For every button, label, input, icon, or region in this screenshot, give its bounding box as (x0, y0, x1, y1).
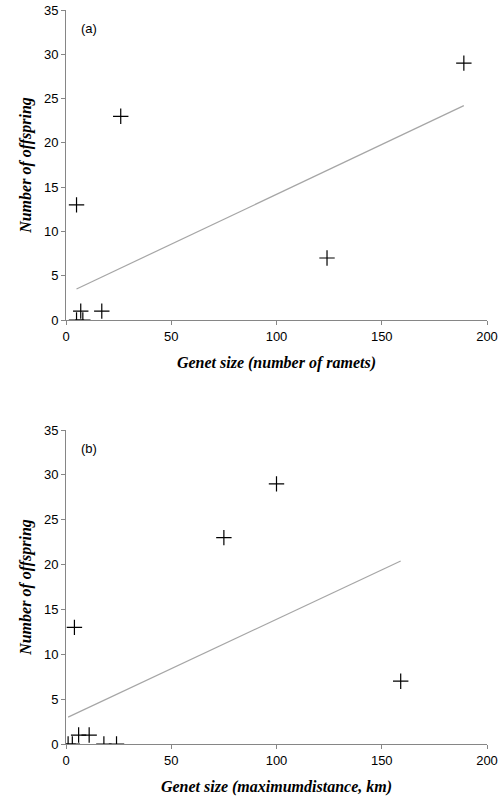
svg-text:5: 5 (51, 268, 58, 283)
svg-text:10: 10 (44, 224, 58, 239)
svg-text:(b): (b) (81, 441, 97, 456)
svg-text:35: 35 (44, 3, 58, 18)
svg-text:200: 200 (476, 329, 498, 344)
svg-text:Genet size (number of ramets): Genet size (number of ramets) (177, 354, 376, 372)
svg-text:15: 15 (44, 602, 58, 617)
svg-text:50: 50 (164, 329, 178, 344)
svg-text:150: 150 (371, 753, 393, 768)
svg-text:150: 150 (371, 329, 393, 344)
svg-text:30: 30 (44, 467, 58, 482)
svg-text:Number of offspring: Number of offspring (17, 519, 35, 656)
svg-text:25: 25 (44, 91, 58, 106)
svg-text:Genet size (maximumdistance, k: Genet size (maximumdistance, km) (161, 778, 392, 796)
svg-text:Number of offspring: Number of offspring (17, 97, 35, 234)
svg-text:200: 200 (476, 753, 498, 768)
svg-text:25: 25 (44, 512, 58, 527)
svg-text:35: 35 (44, 423, 58, 438)
svg-text:0: 0 (62, 753, 69, 768)
svg-text:20: 20 (44, 557, 58, 572)
svg-text:50: 50 (164, 753, 178, 768)
svg-text:0: 0 (62, 329, 69, 344)
svg-text:100: 100 (266, 753, 288, 768)
svg-text:100: 100 (266, 329, 288, 344)
svg-text:0: 0 (51, 737, 58, 752)
svg-text:5: 5 (51, 692, 58, 707)
svg-text:20: 20 (44, 135, 58, 150)
svg-text:0: 0 (51, 313, 58, 328)
svg-text:15: 15 (44, 180, 58, 195)
svg-text:30: 30 (44, 47, 58, 62)
svg-text:10: 10 (44, 647, 58, 662)
svg-text:(a): (a) (81, 21, 97, 36)
